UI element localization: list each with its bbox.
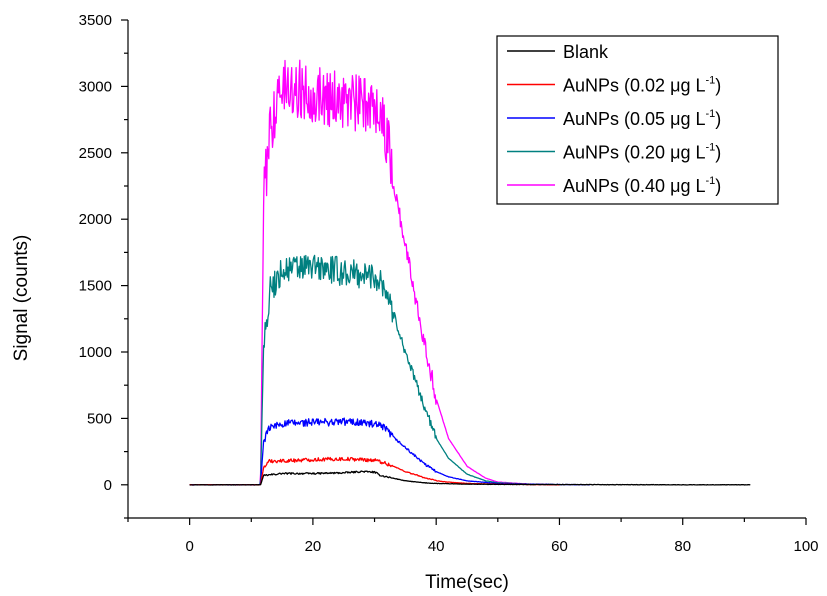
series-line-0 — [189, 470, 751, 486]
legend-label-4: AuNPs (0.40 μg L-1) — [563, 175, 721, 196]
y-tick-label: 1000 — [79, 344, 112, 361]
x-tick-label: 100 — [793, 538, 818, 555]
y-tick-label: 0 — [104, 477, 112, 494]
y-tick-label: 1500 — [79, 278, 112, 295]
legend-label-1: AuNPs (0.02 μg L-1) — [563, 75, 721, 96]
y-tick-label: 3500 — [79, 12, 112, 29]
legend-label-3: AuNPs (0.20 μg L-1) — [563, 142, 721, 163]
x-tick-label: 80 — [674, 538, 691, 555]
plot-area — [189, 59, 751, 486]
legend-label-2: AuNPs (0.05 μg L-1) — [563, 108, 721, 129]
y-tick-label: 3000 — [79, 78, 112, 95]
y-tick-label: 2000 — [79, 211, 112, 228]
legend-label-0: Blank — [563, 42, 609, 62]
legend-box — [496, 35, 779, 205]
y-tick-label: 2500 — [79, 145, 112, 162]
x-axis-title: Time(sec) — [425, 572, 509, 593]
series-line-3 — [189, 254, 560, 486]
y-axis-title: Signal (counts) — [11, 235, 32, 362]
x-tick-label: 40 — [428, 538, 445, 555]
x-tick-label: 0 — [185, 538, 193, 555]
legend: Blank AuNPs (0.02 μg L-1) AuNPs (0.05 μg L… — [496, 35, 779, 205]
y-tick-label: 500 — [87, 410, 112, 427]
series-line-2 — [189, 417, 590, 486]
x-tick-label: 60 — [551, 538, 568, 555]
x-tick-label: 20 — [305, 538, 322, 555]
